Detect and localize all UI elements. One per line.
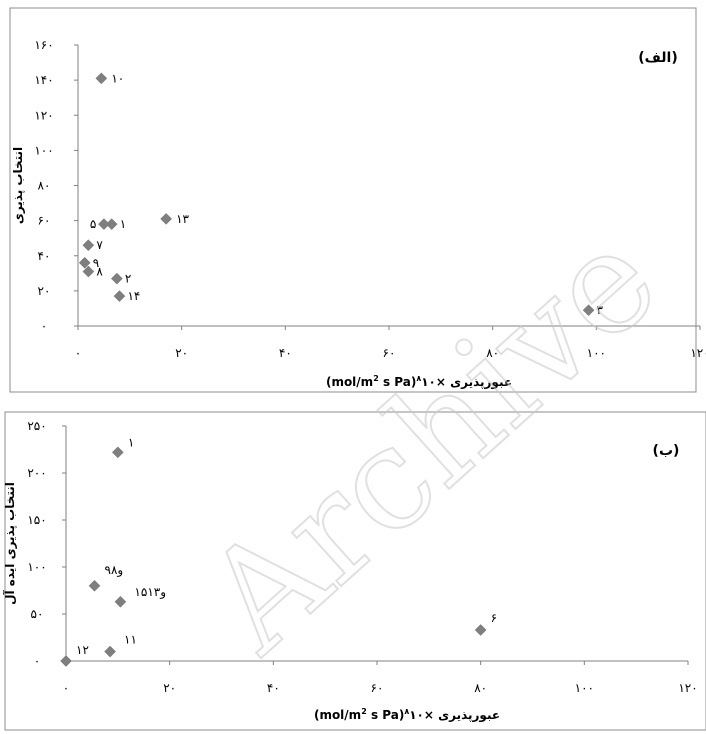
data-point-label: ۱۵و۱۳ [134, 585, 166, 599]
panel-label: (ب) [653, 443, 680, 459]
data-point-label: ۹ [93, 256, 99, 270]
x-tick-label: ۸۰ [486, 346, 499, 360]
data-point-label: ۵ [90, 217, 96, 231]
plot-frame [4, 411, 706, 731]
data-point-marker [114, 595, 127, 608]
y-tick-label: ۲۵۰ [27, 419, 46, 433]
data-point-marker [160, 213, 172, 225]
y-tick-label: ۵۰ [31, 607, 44, 621]
y-tick-label: ۴۰ [38, 249, 51, 263]
y-axis-title: انتخاب پذیری ایده آل [2, 482, 17, 605]
data-point-marker [78, 256, 91, 269]
x-tick-label: ۴۰ [279, 346, 292, 360]
x-axis-title: (mol/m2 s Pa)۸عبورپذیری ×۱۰ [314, 707, 500, 723]
y-tick-label: ۸۰ [38, 179, 51, 193]
x-tick-label: ۲۰ [175, 346, 188, 360]
chart-panel-be: ۰ ۵۰ ۱۰۰ ۱۵۰ ۲۰۰ ۲۵۰ ۰ ۲۰ ۴۰ ۶۰ ۸۰ ۱۰۰ ۱۲۰ (mol/m2 s … [2, 411, 706, 731]
panel-label: (الف) [638, 50, 678, 66]
data-point-label: ۱۲ [76, 643, 89, 657]
x-tick-label: ۱۰۰ [587, 346, 606, 360]
chart-panel-alef: ۰ ۲۰ ۴۰ ۶۰ ۸۰ ۱۰۰ ۱۲۰ ۱۴۰ ۱۶۰ ۰ ۲۰ ۴۰ ۶۰ ۸۰ ۱۰۰ ۱۲۰ (mol… [9, 7, 706, 393]
x-tick-label: ۸۰ [474, 681, 487, 695]
data-point-marker [98, 218, 110, 230]
x-axis-title: (mol/m2 s Pa)۸عبورپذیری ×۱۰ [326, 374, 512, 390]
data-point-label: ۱۱ [124, 633, 137, 647]
data-point-marker [111, 272, 123, 285]
data-point-marker [474, 624, 487, 636]
data-point-label: ۶ [491, 611, 497, 625]
data-point-label: ۱ [128, 435, 134, 449]
x-tick-label: ۶۰ [383, 346, 396, 360]
y-tick-label: ۱۵۰ [27, 513, 46, 527]
data-point-label: ۱۴ [127, 289, 140, 303]
data-point-marker [111, 446, 124, 459]
x-tick-label: ۰ [63, 681, 69, 695]
data-point-marker [104, 645, 116, 658]
x-tick-label: ۱۲۰ [678, 681, 697, 695]
y-tick-label: ۲۰۰ [27, 466, 46, 480]
data-point-label: ۲ [125, 272, 131, 286]
x-tick-label: ۴۰ [267, 681, 280, 695]
data-point-label: ۹و۸ [105, 563, 124, 577]
y-tick-label: ۰ [34, 654, 40, 668]
y-tick-label: ۶۰ [38, 214, 51, 228]
data-point-marker [60, 655, 72, 667]
data-point-label: ۱۳ [176, 212, 189, 226]
y-tick-label: ۱۶۰ [34, 38, 53, 52]
x-tick-label: ۶۰ [371, 681, 384, 695]
y-tick-label: ۱۴۰ [34, 73, 53, 87]
data-point-marker [82, 265, 95, 278]
data-point-marker [88, 579, 101, 592]
data-point-marker [82, 239, 95, 252]
data-point-label: ۱ [120, 217, 126, 231]
data-point-marker [113, 290, 126, 302]
data-point-marker [95, 72, 108, 85]
y-tick-label: ۲۰ [38, 284, 51, 298]
y-tick-label: ۰ [41, 319, 47, 333]
y-axis-title: انتخاب پذیری [11, 147, 25, 224]
data-point-marker [582, 304, 595, 317]
y-tick-label: ۱۲۰ [34, 108, 53, 122]
data-point-label: ۷ [96, 238, 103, 252]
data-point-marker [105, 218, 118, 230]
data-point-label: ۳ [597, 303, 604, 317]
plot-frame [9, 7, 697, 393]
x-tick-label: ۱۰۰ [575, 681, 594, 695]
data-point-label: ۸ [96, 265, 103, 279]
x-tick-label: ۱۲۰ [690, 346, 706, 360]
x-tick-label: ۲۰ [163, 681, 176, 695]
data-point-label: ۱۰ [111, 71, 124, 85]
y-tick-label: ۱۰۰ [34, 143, 53, 157]
y-tick-label: ۱۰۰ [27, 560, 46, 574]
x-tick-label: ۰ [75, 346, 81, 360]
